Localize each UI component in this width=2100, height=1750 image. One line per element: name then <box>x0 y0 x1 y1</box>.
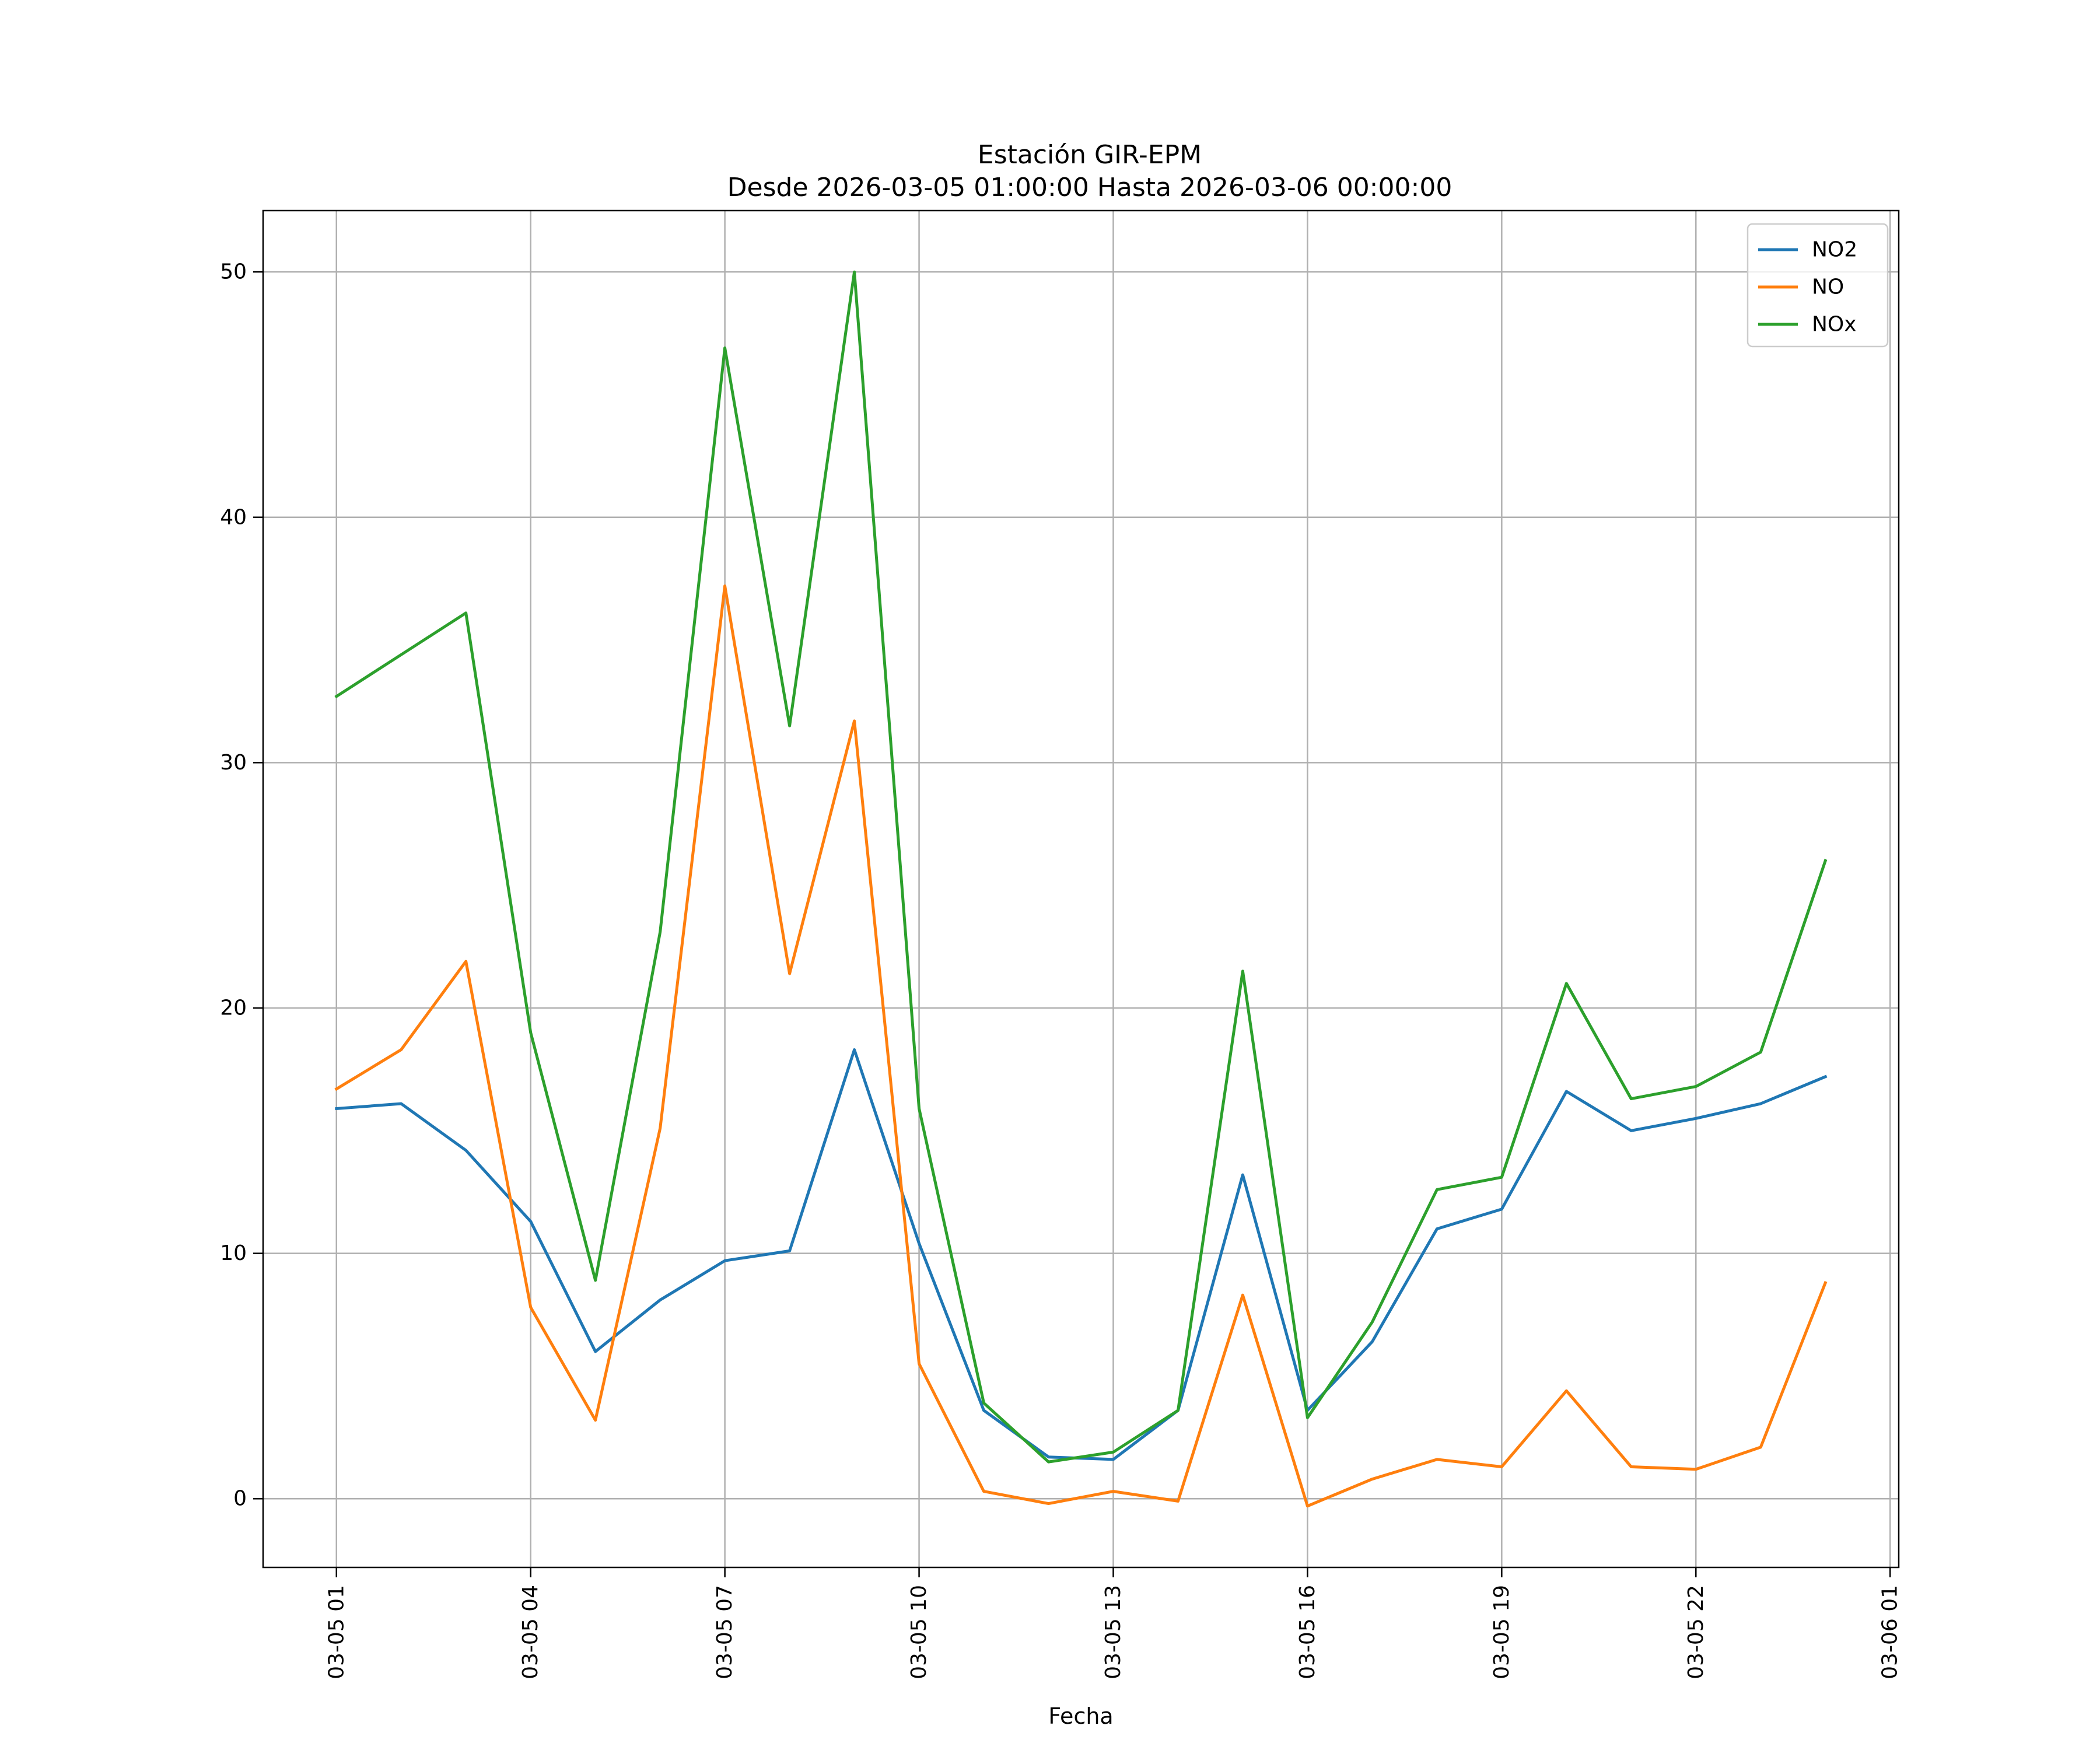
y-axis-ticks: 0 10 20 30 40 50 <box>220 260 263 1511</box>
x-tick-label: 03-06 01 <box>1878 1585 1902 1679</box>
x-tick-label: 03-05 22 <box>1684 1585 1708 1679</box>
series-line-nox <box>334 270 1828 1464</box>
x-axis-ticks: 03-05 01 03-05 04 03-05 07 03-05 10 03-05 13… <box>324 1567 1902 1679</box>
y-tick-label: 40 <box>220 505 247 529</box>
y-tick-label: 30 <box>220 751 247 775</box>
x-tick-label: 03-05 13 <box>1101 1585 1125 1679</box>
x-tick-label: 03-05 19 <box>1490 1585 1514 1679</box>
x-tick-label: 03-05 04 <box>519 1585 542 1679</box>
series-lines <box>334 270 1828 1508</box>
y-tick-label: 0 <box>233 1487 247 1511</box>
chart-title: Estación GIR-EPM <box>978 140 1202 170</box>
legend-label-no2: NO2 <box>1812 238 1857 262</box>
legend-label-no: NO <box>1812 275 1844 299</box>
legend-label-nox: NOx <box>1812 313 1857 337</box>
x-tick-label: 03-05 10 <box>907 1585 931 1679</box>
x-axis-label: Fecha <box>1048 1703 1113 1729</box>
chart-subtitle: Desde 2026-03-05 01:00:00 Hasta 2026-03-… <box>727 173 1452 202</box>
legend-box <box>1746 223 1889 348</box>
y-tick-label: 10 <box>220 1241 247 1265</box>
y-tick-label: 50 <box>220 260 247 284</box>
legend: NO2 NO NOx <box>1746 223 1889 348</box>
x-tick-label: 03-05 07 <box>713 1585 737 1679</box>
x-tick-label: 03-05 16 <box>1296 1585 1320 1679</box>
y-tick-label: 20 <box>220 996 247 1020</box>
x-tick-label: 03-05 01 <box>324 1585 348 1679</box>
series-line-no <box>334 584 1828 1508</box>
plot-area-frame <box>262 209 1900 1569</box>
